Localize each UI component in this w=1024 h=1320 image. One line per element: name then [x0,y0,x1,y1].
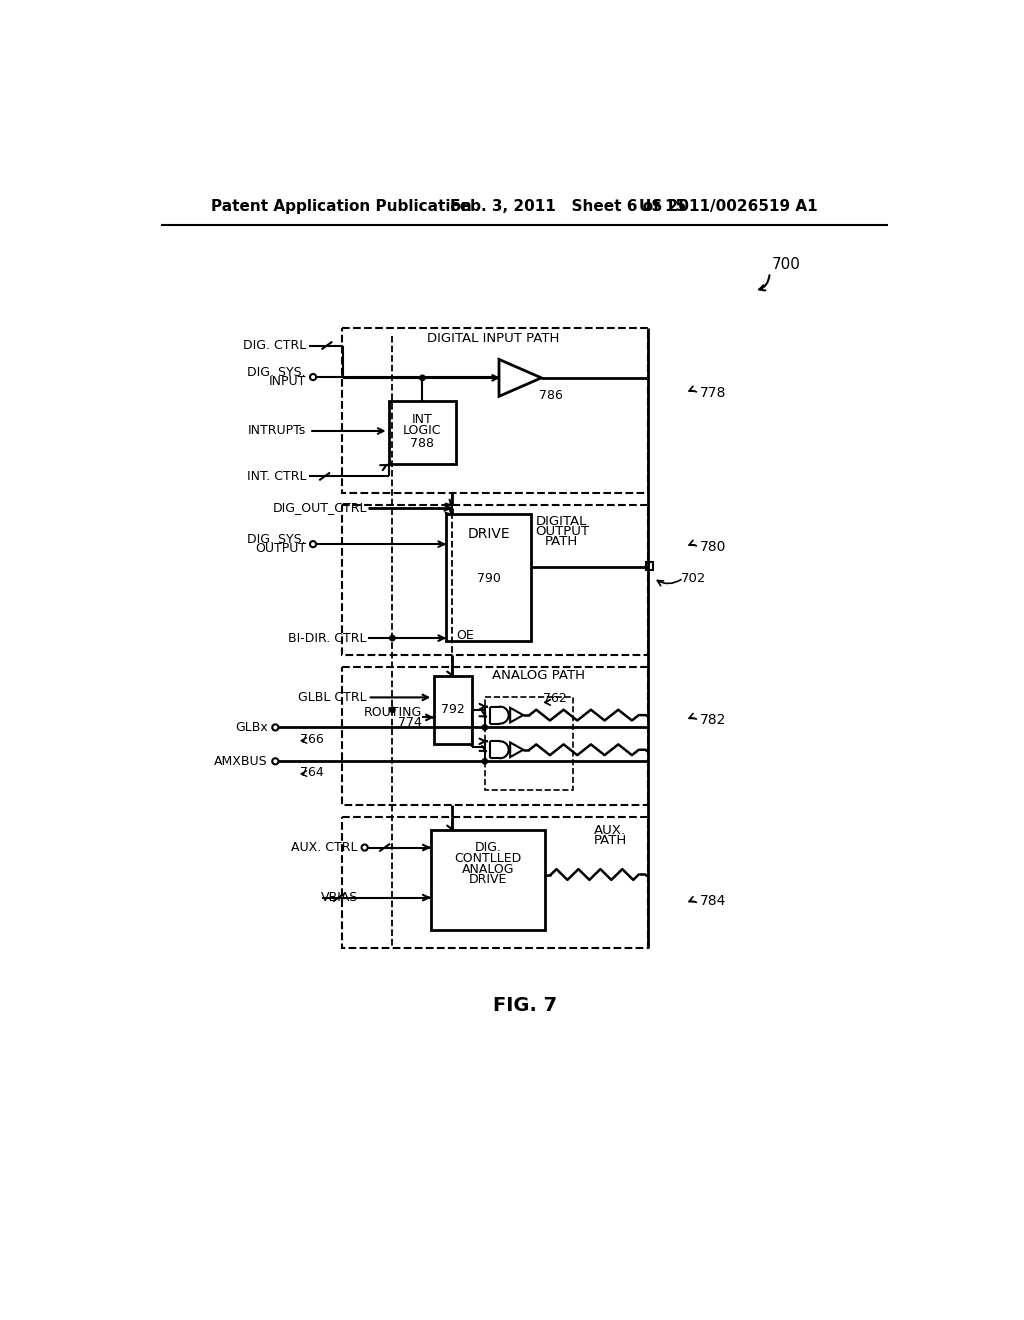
Text: GLBL CTRL: GLBL CTRL [298,690,367,704]
Circle shape [390,636,394,640]
Bar [484,697,573,789]
Text: DIG. SYS.: DIG. SYS. [248,533,306,546]
Text: DIG.: DIG. [474,841,502,854]
Text: DIGITAL INPUT PATH: DIGITAL INPUT PATH [427,333,559,345]
Circle shape [361,845,368,850]
Circle shape [390,708,394,711]
Text: DRIVE: DRIVE [469,874,507,887]
Text: DIGITAL: DIGITAL [537,515,588,528]
Text: VBIAS: VBIAS [321,891,357,904]
Text: OE: OE [457,630,474,643]
Text: FIG. 7: FIG. 7 [493,995,557,1015]
Text: 786: 786 [539,389,562,403]
Text: 784: 784 [700,895,727,908]
Text: INTRUPTs: INTRUPTs [248,425,306,437]
Text: OUTPUT: OUTPUT [255,543,306,556]
Text: 702: 702 [681,572,707,585]
Text: Patent Application Publication: Patent Application Publication [211,198,472,214]
Text: LOGIC: LOGIC [403,424,441,437]
Text: 780: 780 [700,540,727,554]
Circle shape [482,759,487,763]
Circle shape [310,374,316,380]
Text: AMXBUS: AMXBUS [214,755,267,768]
Bar [342,817,648,948]
Text: ROUTING: ROUTING [364,706,422,719]
Text: DIG_OUT_CTRL: DIG_OUT_CTRL [272,502,367,515]
Text: 790: 790 [477,572,501,585]
Circle shape [272,758,279,764]
Circle shape [310,541,316,548]
Text: OUTPUT: OUTPUT [535,525,589,539]
Text: AUX.: AUX. [594,824,626,837]
Text: AUX. CTRL: AUX. CTRL [291,841,357,854]
Text: 778: 778 [700,387,727,400]
Bar [342,327,648,494]
Text: 766: 766 [300,733,324,746]
Text: US 2011/0026519 A1: US 2011/0026519 A1 [639,198,817,214]
Text: 700: 700 [772,257,801,272]
Text: ANALOG PATH: ANALOG PATH [493,669,585,682]
Text: INT. CTRL: INT. CTRL [247,470,306,483]
Bar [342,506,648,655]
Text: PATH: PATH [594,834,628,847]
Text: 774: 774 [397,717,422,730]
Text: BI-DIR. CTRL: BI-DIR. CTRL [289,631,367,644]
Text: DIG. CTRL: DIG. CTRL [243,339,306,352]
Bar [446,515,531,642]
Text: DRIVE: DRIVE [467,527,510,541]
Circle shape [420,376,425,380]
Text: 792: 792 [441,704,465,717]
Bar [388,401,457,465]
Text: ANALOG: ANALOG [462,862,514,875]
Text: Feb. 3, 2011   Sheet 6 of 15: Feb. 3, 2011 Sheet 6 of 15 [451,198,686,214]
Text: PATH: PATH [545,536,579,548]
Text: CONTLLED: CONTLLED [455,851,521,865]
Bar [646,562,653,570]
Bar [342,667,648,805]
Circle shape [482,725,487,730]
Text: 762: 762 [543,693,566,705]
Text: GLBx: GLBx [234,721,267,734]
Bar [431,830,545,929]
Circle shape [272,725,279,730]
Text: 782: 782 [700,714,727,727]
Bar [434,676,472,743]
Text: 764: 764 [300,767,324,779]
Text: DIG. SYS.: DIG. SYS. [248,366,306,379]
Text: 788: 788 [411,437,434,450]
Text: INPUT: INPUT [268,375,306,388]
Text: INT: INT [412,413,433,426]
